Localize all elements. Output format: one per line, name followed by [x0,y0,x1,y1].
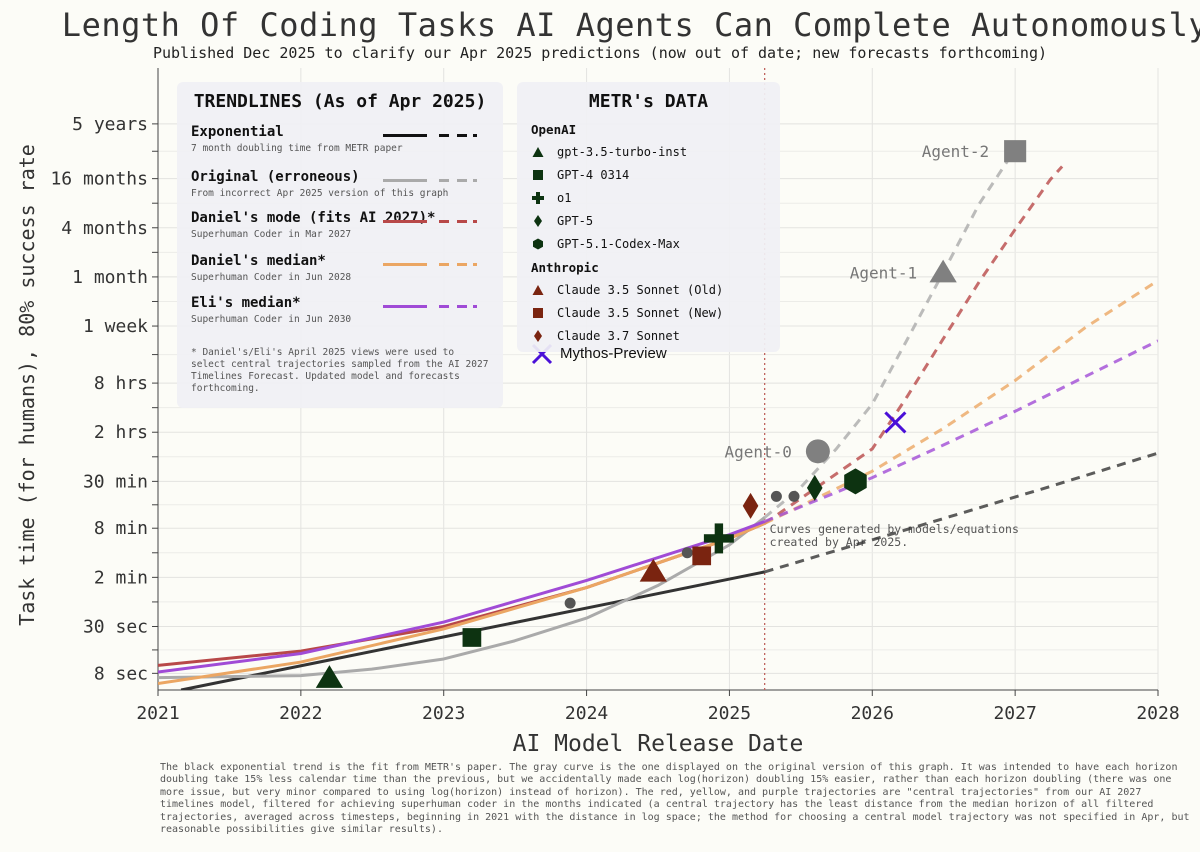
data-point-gpt-5-1-codex-max [844,468,867,495]
y-tick-label: 1 month [72,267,148,288]
trendline-dashed [763,148,1017,519]
agent-label-agent-1: Agent-1 [850,264,917,283]
data-point-mythos-preview-b [884,411,907,434]
trendline-legend-item: Eli's median* Superhuman Coder in Jun 203… [191,295,491,325]
trendline-legend-name: Daniel's mode (fits AI 2027)* [191,210,436,226]
y-tick-label: 2 min [94,567,148,588]
agent-marker-agent-1 [929,259,957,283]
trendlines-legend: TRENDLINES (As of Apr 2025) Exponential 7… [177,82,503,408]
data-point-claude-3-5-sonnet-new [692,546,712,566]
trendline-legend-item: Daniel's mode (fits AI 2027)* Superhuman … [191,210,491,240]
metr-legend-item-label: GPT-5 [557,214,594,228]
y-tick-label: 8 hrs [94,373,148,394]
trendline-legend-item: Exponential 7 month doubling time from ME… [191,124,491,154]
trendline-legend-swatch [383,220,477,223]
trendline-dashed [763,279,1158,525]
x-tick-label: 2025 [708,703,751,724]
trendline-legend-desc: Superhuman Coder in Jun 2028 [191,272,352,283]
x-tick-label: 2026 [851,703,894,724]
data-point-gpt-4-0314 [462,628,482,647]
x-axis-label: AI Model Release Date [513,731,804,757]
trendline-legend-desc: 7 month doubling time from METR paper [191,143,403,154]
other-model-point [788,490,800,502]
metr-data-legend: METR's DATA OpenAI gpt-3.5-turbo-inst GPT-… [517,82,780,352]
chart-subtitle: Published Dec 2025 to clarify our Apr 20… [152,44,1048,62]
trendline-legend-name: Daniel's median* [191,253,326,269]
metr-legend-item-label: GPT-4 0314 [557,168,630,182]
x-tick-label: 2027 [993,703,1036,724]
data-point-o1-h [703,534,734,543]
y-tick-label: 5 years [72,114,148,135]
agent-marker-agent-0 [805,439,830,464]
x-tick-label: 2021 [136,703,179,724]
trendline-legend-name: Eli's median* [191,295,301,311]
metr-legend-item-label: GPT-5.1-Codex-Max [557,237,680,251]
trendline-legend-desc: From incorrect Apr 2025 version of this … [191,188,449,199]
y-tick-label: 16 months [50,169,148,190]
y-tick-label: 1 week [83,316,148,337]
y-tick-label: 30 min [83,471,148,492]
trendline-dashed [763,165,1064,525]
x-tick-label: 2023 [422,703,465,724]
trendlines-legend-note: * Daniel's/Eli's April 2025 views were u… [191,347,489,394]
trendline-solid [158,520,766,674]
y-tick-label: 30 sec [83,616,148,637]
trendline-legend-desc: Superhuman Coder in Jun 2030 [191,314,352,325]
data-point-claude-3-5-sonnet-old [639,558,667,582]
data-point-mythos-preview [884,411,907,434]
metr-legend-item-label: Claude 3.7 Sonnet [557,329,680,343]
agent-label-agent-0: Agent-0 [724,442,791,461]
x-tick-label: 2028 [1136,703,1179,724]
trendline-dashed [764,451,1158,574]
trendline-legend-desc: Superhuman Coder in Mar 2027 [191,229,352,240]
curves-annotation: Curves generated by models/equations crea… [770,522,1019,549]
trendline-legend-name: Original (erroneous) [191,169,360,185]
x-tick-label: 2022 [279,703,322,724]
x-tick-label: 2024 [565,703,608,724]
trendline-legend-item: Daniel's median* Superhuman Coder in Jun … [191,253,491,283]
metr-legend-item-label: o1 [557,191,572,205]
agent-marker-agent-2 [1004,140,1027,163]
metr-legend-title: METR's DATA [588,91,709,112]
metr-legend-group-heading: OpenAI [531,122,577,137]
trendline-legend-item: Original (erroneous) From incorrect Apr 2… [191,169,491,199]
footnote: The black exponential trend is the fit f… [160,762,1190,836]
metr-legend-item-label: Claude 3.5 Sonnet (New) [557,306,724,320]
other-model-point [564,597,576,609]
data-point-gpt-5 [806,474,823,501]
data-point-o1 [703,523,734,554]
y-tick-label: 8 sec [94,663,148,684]
curves-annotation-line: created by Apr 2025. [770,535,908,549]
trendline-legend-swatch [383,134,477,137]
trendline-legend-swatch [383,263,477,266]
trendline-legend-swatch [383,179,477,182]
metr-legend-item-label: gpt-3.5-turbo-inst [557,145,688,159]
mythos-preview-legend-label: Mythos-Preview [560,345,667,362]
y-tick-label: 8 min [94,518,148,539]
trendlines-legend-title: TRENDLINES (As of Apr 2025) [193,91,487,112]
other-model-point [681,547,693,559]
chart-title: Length Of Coding Tasks AI Agents Can Com… [61,6,1200,44]
curves-annotation-line: Curves generated by models/equations [770,522,1019,536]
y-tick-label: 4 months [61,218,148,239]
data-point-gpt-3-5-turbo-inst [315,665,344,688]
trendline-legend-name: Exponential [191,124,284,140]
trendline-solid [158,516,766,680]
trendline-solid [158,522,766,667]
metr-legend-item-label: Claude 3.5 Sonnet (Old) [557,283,724,297]
other-model-point [770,490,782,502]
trendline-solid [158,522,766,686]
y-tick-label: 2 hrs [94,422,148,443]
agent-label-agent-2: Agent-2 [922,142,989,161]
y-axis-label: Task time (for humans), 80% success rate [15,144,39,626]
trendline-legend-swatch [383,305,477,308]
metr-legend-group-heading: Anthropic [531,260,599,275]
data-point-claude-3-7-sonnet [742,492,759,519]
